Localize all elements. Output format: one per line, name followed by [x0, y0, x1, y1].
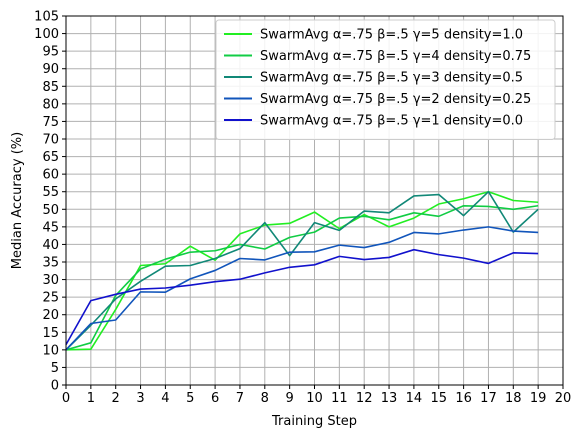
x-tick-label: 9: [286, 391, 294, 406]
y-tick-label: 85: [42, 80, 59, 95]
x-axis-ticks: 0 1 2 3 4 5 6 7 8 9 10 11 12 13 14 15 16 17 18 19 20: [62, 385, 571, 406]
legend-entry-4: SwarmAvg α=.75 β=.5 γ=2 density=0.25: [260, 92, 531, 107]
legend: SwarmAvg α=.75 β=.5 γ=5 density=1.0 Swarm…: [215, 19, 556, 140]
y-tick-label: 20: [42, 308, 59, 323]
y-tick-label: 30: [42, 273, 59, 288]
y-tick-label: 10: [42, 343, 59, 358]
legend-entry-5: SwarmAvg α=.75 β=.5 γ=1 density=0.0: [260, 114, 523, 129]
y-axis-label: Median Accuracy (%): [10, 132, 25, 269]
x-tick-label: 11: [331, 391, 348, 406]
series-line-2: [65, 204, 539, 351]
y-tick-label: 50: [42, 203, 59, 218]
y-tick-label: 75: [42, 115, 59, 130]
legend-entry-2: SwarmAvg α=.75 β=.5 γ=4 density=0.75: [260, 49, 531, 64]
x-tick-label: 0: [62, 391, 70, 406]
y-tick-label: 60: [42, 168, 59, 183]
x-tick-label: 2: [112, 391, 120, 406]
y-tick-label: 80: [42, 97, 59, 112]
y-tick-label: 65: [42, 150, 59, 165]
y-tick-label: 90: [42, 62, 59, 77]
y-axis-ticks: 0 5 10 15 20 25 30 35 40 45 50 55 60 65 70 75 80 85 90 95 10…: [34, 10, 66, 394]
x-tick-label: 10: [306, 391, 323, 406]
legend-box: [215, 19, 556, 140]
legend-entry-3: SwarmAvg α=.75 β=.5 γ=3 density=0.5: [260, 71, 523, 86]
x-tick-label: 15: [430, 391, 447, 406]
x-tick-label: 12: [356, 391, 373, 406]
y-tick-label: 5: [51, 361, 59, 376]
series-line-4: [65, 226, 539, 351]
y-tick-label: 40: [42, 238, 59, 253]
y-tick-label: 105: [34, 10, 59, 25]
x-tick-label: 14: [406, 391, 423, 406]
series-line-1: [65, 190, 539, 351]
y-tick-label: 15: [42, 326, 59, 341]
x-tick-label: 16: [455, 391, 472, 406]
x-tick-label: 18: [505, 391, 522, 406]
y-tick-label: 0: [51, 379, 59, 394]
x-tick-label: 6: [211, 391, 219, 406]
series-lines: [65, 190, 539, 351]
x-tick-label: 5: [186, 391, 194, 406]
y-tick-label: 45: [42, 220, 59, 235]
x-tick-label: 17: [480, 391, 497, 406]
x-tick-label: 3: [136, 391, 144, 406]
series-line-5: [65, 248, 539, 345]
x-tick-label: 8: [261, 391, 269, 406]
x-axis-label: Training Step: [271, 414, 357, 429]
y-tick-label: 70: [42, 133, 59, 148]
y-tick-label: 100: [34, 27, 59, 42]
x-tick-label: 13: [381, 391, 398, 406]
x-tick-label: 4: [161, 391, 169, 406]
y-tick-label: 95: [42, 45, 59, 60]
x-tick-label: 7: [236, 391, 244, 406]
y-tick-label: 25: [42, 291, 59, 306]
legend-entry-1: SwarmAvg α=.75 β=.5 γ=5 density=1.0: [260, 28, 523, 43]
y-tick-label: 55: [42, 185, 59, 200]
series-line-3: [65, 190, 539, 351]
y-tick-label: 35: [42, 256, 59, 271]
x-tick-label: 20: [555, 391, 572, 406]
x-tick-label: 19: [530, 391, 547, 406]
x-tick-label: 1: [87, 391, 95, 406]
